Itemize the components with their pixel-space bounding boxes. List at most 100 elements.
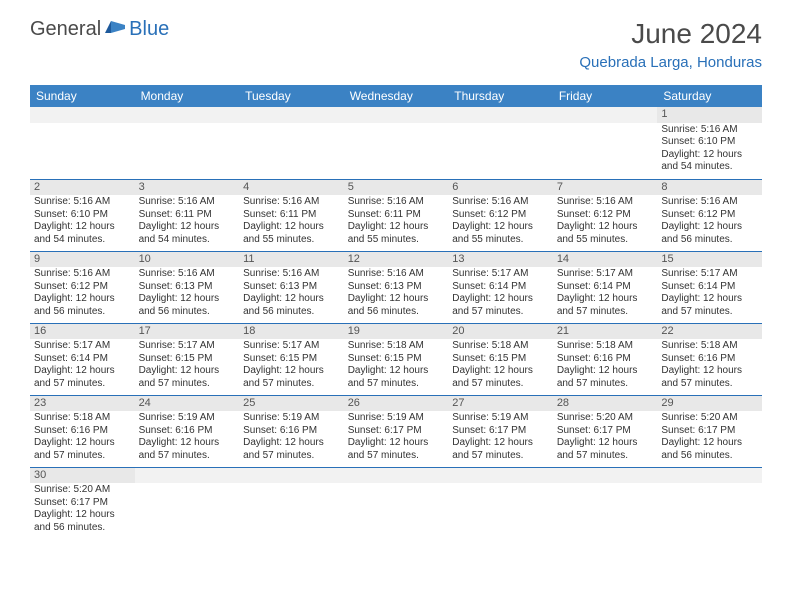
- calendar-row: 23Sunrise: 5:18 AMSunset: 6:16 PMDayligh…: [30, 395, 762, 467]
- sunrise-line: Sunrise: 5:16 AM: [348, 196, 445, 209]
- day-info: Sunrise: 5:16 AMSunset: 6:13 PMDaylight:…: [344, 267, 449, 321]
- sunset-line: Sunset: 6:17 PM: [452, 425, 549, 438]
- day-number: 2: [30, 180, 135, 196]
- sunset-line: Sunset: 6:16 PM: [557, 353, 654, 366]
- sunrise-line: Sunrise: 5:17 AM: [557, 268, 654, 281]
- sunset-line: Sunset: 6:12 PM: [452, 209, 549, 222]
- daylight-line: Daylight: 12 hours and 54 minutes.: [34, 221, 131, 246]
- logo-text-blue: Blue: [129, 18, 169, 41]
- sunset-line: Sunset: 6:17 PM: [557, 425, 654, 438]
- day-info: Sunrise: 5:17 AMSunset: 6:14 PMDaylight:…: [30, 339, 135, 393]
- daylight-line: Daylight: 12 hours and 55 minutes.: [348, 221, 445, 246]
- sunrise-line: Sunrise: 5:17 AM: [243, 340, 340, 353]
- calendar-cell: [553, 107, 658, 179]
- daylight-line: Daylight: 12 hours and 57 minutes.: [34, 437, 131, 462]
- day-header: Sunday: [30, 85, 135, 107]
- sunrise-line: Sunrise: 5:16 AM: [34, 196, 131, 209]
- day-info: Sunrise: 5:16 AMSunset: 6:12 PMDaylight:…: [448, 195, 553, 249]
- calendar-cell: 5Sunrise: 5:16 AMSunset: 6:11 PMDaylight…: [344, 179, 449, 251]
- sunset-line: Sunset: 6:17 PM: [34, 497, 131, 510]
- empty-day-header: [239, 468, 344, 484]
- calendar-cell: 19Sunrise: 5:18 AMSunset: 6:15 PMDayligh…: [344, 323, 449, 395]
- day-number: 1: [657, 107, 762, 123]
- daylight-line: Daylight: 12 hours and 57 minutes.: [557, 365, 654, 390]
- calendar-cell: 27Sunrise: 5:19 AMSunset: 6:17 PMDayligh…: [448, 395, 553, 467]
- calendar-cell: 7Sunrise: 5:16 AMSunset: 6:12 PMDaylight…: [553, 179, 658, 251]
- day-info: Sunrise: 5:18 AMSunset: 6:16 PMDaylight:…: [657, 339, 762, 393]
- sunset-line: Sunset: 6:16 PM: [661, 353, 758, 366]
- day-number: 18: [239, 324, 344, 340]
- day-header: Tuesday: [239, 85, 344, 107]
- calendar-cell: [448, 107, 553, 179]
- calendar-cell: 24Sunrise: 5:19 AMSunset: 6:16 PMDayligh…: [135, 395, 240, 467]
- daylight-line: Daylight: 12 hours and 56 minutes.: [661, 221, 758, 246]
- sunrise-line: Sunrise: 5:18 AM: [348, 340, 445, 353]
- sunset-line: Sunset: 6:17 PM: [661, 425, 758, 438]
- day-number: 3: [135, 180, 240, 196]
- day-number: 12: [344, 252, 449, 268]
- calendar-row: 2Sunrise: 5:16 AMSunset: 6:10 PMDaylight…: [30, 179, 762, 251]
- sunrise-line: Sunrise: 5:20 AM: [661, 412, 758, 425]
- sunrise-line: Sunrise: 5:18 AM: [34, 412, 131, 425]
- day-header: Monday: [135, 85, 240, 107]
- day-info: Sunrise: 5:16 AMSunset: 6:11 PMDaylight:…: [135, 195, 240, 249]
- sunrise-line: Sunrise: 5:17 AM: [34, 340, 131, 353]
- calendar-cell: 29Sunrise: 5:20 AMSunset: 6:17 PMDayligh…: [657, 395, 762, 467]
- day-number: 27: [448, 396, 553, 412]
- day-info: Sunrise: 5:18 AMSunset: 6:16 PMDaylight:…: [30, 411, 135, 465]
- day-number: 22: [657, 324, 762, 340]
- sunrise-line: Sunrise: 5:20 AM: [557, 412, 654, 425]
- day-info: Sunrise: 5:16 AMSunset: 6:10 PMDaylight:…: [30, 195, 135, 249]
- calendar-cell: 26Sunrise: 5:19 AMSunset: 6:17 PMDayligh…: [344, 395, 449, 467]
- day-number: 4: [239, 180, 344, 196]
- day-info: Sunrise: 5:17 AMSunset: 6:14 PMDaylight:…: [657, 267, 762, 321]
- daylight-line: Daylight: 12 hours and 57 minutes.: [243, 437, 340, 462]
- calendar-cell: 12Sunrise: 5:16 AMSunset: 6:13 PMDayligh…: [344, 251, 449, 323]
- sunset-line: Sunset: 6:15 PM: [452, 353, 549, 366]
- sunrise-line: Sunrise: 5:16 AM: [243, 196, 340, 209]
- sunrise-line: Sunrise: 5:16 AM: [34, 268, 131, 281]
- day-header: Saturday: [657, 85, 762, 107]
- daylight-line: Daylight: 12 hours and 57 minutes.: [348, 437, 445, 462]
- day-number: 19: [344, 324, 449, 340]
- daylight-line: Daylight: 12 hours and 57 minutes.: [243, 365, 340, 390]
- daylight-line: Daylight: 12 hours and 54 minutes.: [139, 221, 236, 246]
- day-info: Sunrise: 5:17 AMSunset: 6:14 PMDaylight:…: [448, 267, 553, 321]
- day-number: 28: [553, 396, 658, 412]
- day-info: Sunrise: 5:16 AMSunset: 6:13 PMDaylight:…: [135, 267, 240, 321]
- calendar-row: 1Sunrise: 5:16 AMSunset: 6:10 PMDaylight…: [30, 107, 762, 179]
- empty-day-header: [344, 468, 449, 484]
- calendar-cell: 18Sunrise: 5:17 AMSunset: 6:15 PMDayligh…: [239, 323, 344, 395]
- calendar-cell: [448, 467, 553, 539]
- calendar-cell: 11Sunrise: 5:16 AMSunset: 6:13 PMDayligh…: [239, 251, 344, 323]
- logo-text-general: General: [30, 18, 101, 41]
- calendar-cell: 16Sunrise: 5:17 AMSunset: 6:14 PMDayligh…: [30, 323, 135, 395]
- sunset-line: Sunset: 6:11 PM: [348, 209, 445, 222]
- day-info: Sunrise: 5:16 AMSunset: 6:12 PMDaylight:…: [657, 195, 762, 249]
- empty-day-header: [657, 468, 762, 484]
- calendar-cell: [30, 107, 135, 179]
- daylight-line: Daylight: 12 hours and 57 minutes.: [139, 437, 236, 462]
- calendar-cell: [239, 107, 344, 179]
- calendar-cell: 20Sunrise: 5:18 AMSunset: 6:15 PMDayligh…: [448, 323, 553, 395]
- calendar-table: SundayMondayTuesdayWednesdayThursdayFrid…: [30, 85, 762, 539]
- sunrise-line: Sunrise: 5:19 AM: [243, 412, 340, 425]
- sunset-line: Sunset: 6:16 PM: [243, 425, 340, 438]
- calendar-cell: 9Sunrise: 5:16 AMSunset: 6:12 PMDaylight…: [30, 251, 135, 323]
- day-info: Sunrise: 5:18 AMSunset: 6:16 PMDaylight:…: [553, 339, 658, 393]
- daylight-line: Daylight: 12 hours and 57 minutes.: [452, 437, 549, 462]
- logo: General Blue: [30, 18, 169, 41]
- sunset-line: Sunset: 6:13 PM: [348, 281, 445, 294]
- sunset-line: Sunset: 6:12 PM: [34, 281, 131, 294]
- sunset-line: Sunset: 6:15 PM: [243, 353, 340, 366]
- day-info: Sunrise: 5:19 AMSunset: 6:17 PMDaylight:…: [344, 411, 449, 465]
- calendar-cell: 21Sunrise: 5:18 AMSunset: 6:16 PMDayligh…: [553, 323, 658, 395]
- day-info: Sunrise: 5:20 AMSunset: 6:17 PMDaylight:…: [30, 483, 135, 537]
- day-number: 10: [135, 252, 240, 268]
- empty-day-header: [135, 468, 240, 484]
- day-info: Sunrise: 5:16 AMSunset: 6:11 PMDaylight:…: [239, 195, 344, 249]
- calendar-cell: [135, 467, 240, 539]
- empty-day-header: [135, 107, 240, 123]
- calendar-cell: 28Sunrise: 5:20 AMSunset: 6:17 PMDayligh…: [553, 395, 658, 467]
- sunrise-line: Sunrise: 5:18 AM: [661, 340, 758, 353]
